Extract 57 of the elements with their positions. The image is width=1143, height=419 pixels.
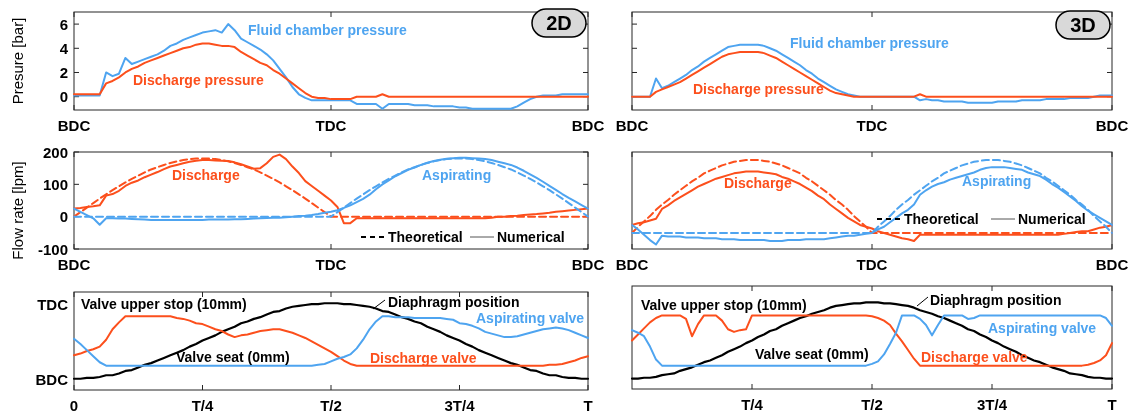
series-label: Aspirating valve — [476, 310, 585, 326]
x-tick-label: BDC — [57, 256, 91, 273]
y-tick-label: -100 — [37, 240, 68, 258]
x-tick-label: BDC — [615, 256, 649, 273]
annotation: 2D — [546, 12, 572, 34]
x-tick-label: 3T/4 — [976, 396, 1008, 413]
series-label: Diaphragm position — [388, 294, 520, 310]
series-label: Aspirating — [422, 167, 492, 183]
x-tick-label: BDC — [1095, 256, 1129, 273]
series-label: Discharge — [724, 175, 792, 191]
x-tick-label: T/2 — [861, 396, 883, 413]
x-tick-label: T — [1107, 396, 1117, 413]
series-label: Discharge valve — [921, 349, 1028, 365]
annotation: Valve seat (0mm) — [176, 349, 290, 365]
annotation: Valve upper stop (10mm) — [81, 296, 247, 312]
x-tick-label: TDC — [315, 117, 347, 134]
series-label: Fluid chamber pressure — [248, 22, 407, 38]
x-tick-label: TDC — [856, 117, 888, 134]
annotation: Valve upper stop (10mm) — [641, 297, 807, 313]
x-tick-label: T/2 — [320, 397, 342, 414]
y-tick-label: 0 — [59, 208, 68, 226]
legend-label: Diaphragm position — [930, 292, 1062, 308]
y-tick-label: 4 — [59, 39, 69, 57]
series-label: Discharge valve — [370, 350, 477, 366]
series-label: Discharge pressure — [133, 72, 264, 88]
y-tick-label: 6 — [59, 15, 68, 33]
x-tick-label: BDC — [615, 117, 649, 134]
annotation: Numerical — [497, 229, 565, 245]
y-axis-title: Presure [bar] — [8, 17, 26, 105]
x-tick-label: BDC — [571, 117, 605, 134]
text: BDC — [35, 370, 69, 388]
line-series — [73, 42, 589, 101]
series-label: Discharge pressure — [693, 81, 824, 97]
x-tick-label: T — [583, 397, 593, 414]
annotation: Numerical — [1018, 211, 1086, 227]
y-tick-label: 2 — [59, 63, 68, 81]
y-axis-title: Flow rate [lpm] — [8, 161, 26, 260]
annotation: 3D — [1070, 14, 1096, 36]
series-label: Discharge — [172, 167, 240, 183]
series-label: Aspirating valve — [988, 320, 1097, 336]
series-label: Fluid chamber pressure — [790, 35, 949, 51]
y-tick-label: 0 — [59, 88, 68, 106]
x-tick-label: TDC — [315, 256, 347, 273]
text: TDC — [37, 295, 69, 313]
x-tick-label: 3T/4 — [444, 397, 476, 414]
y-tick-label: 200 — [42, 143, 68, 161]
x-tick-label: BDC — [1095, 117, 1129, 134]
annotation: Theoretical — [904, 211, 979, 227]
x-tick-label: T/4 — [191, 397, 214, 414]
x-tick-label: BDC — [571, 256, 605, 273]
series-label: Aspirating — [962, 173, 1032, 189]
x-tick-label: T/4 — [741, 396, 764, 413]
x-tick-label: BDC — [57, 117, 91, 134]
x-tick-label: TDC — [856, 256, 888, 273]
annotation: Theoretical — [388, 229, 463, 245]
y-tick-label: 100 — [42, 175, 68, 193]
annotation: Valve seat (0mm) — [755, 346, 869, 362]
